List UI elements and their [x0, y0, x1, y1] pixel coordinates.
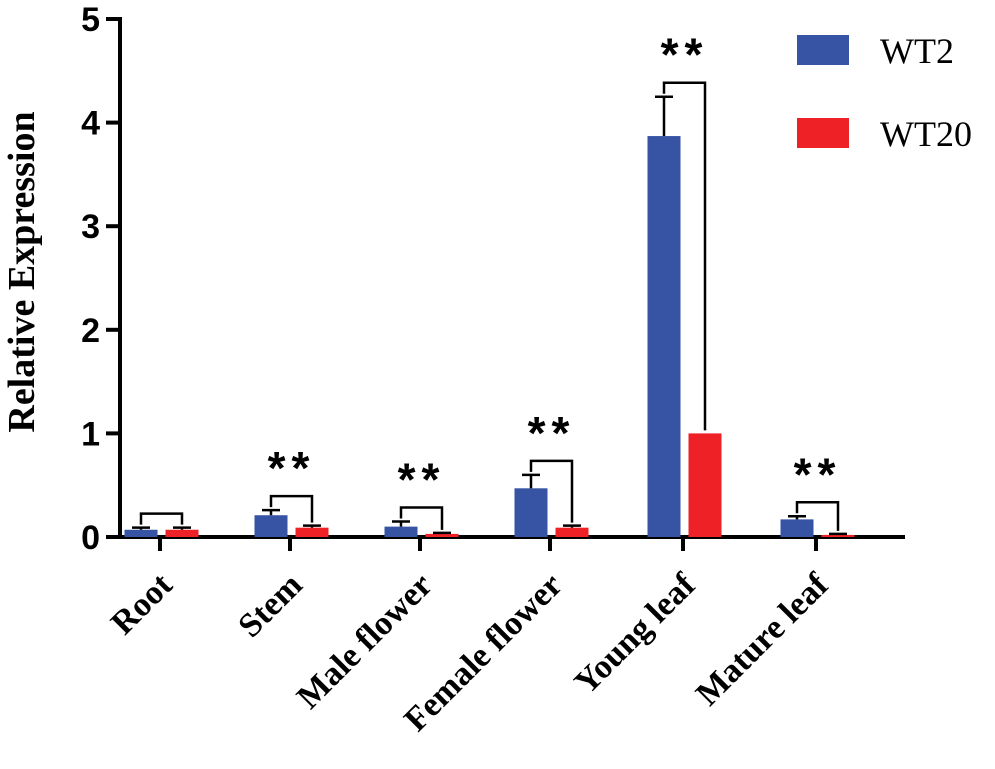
y-tick-label: 1: [81, 415, 100, 453]
bar-wt2-young-leaf: [647, 136, 681, 537]
significance-label: **: [794, 448, 842, 500]
bars: [124, 136, 855, 537]
x-tick-label: Mature leaf: [689, 566, 836, 713]
significance-bracket: [399, 506, 444, 530]
bar-wt2-female-flower: [514, 488, 548, 537]
bar-wt2-male-flower: [384, 526, 418, 537]
legend-label-wt20: WT20: [880, 114, 972, 154]
bar-wt20-young-leaf: [688, 433, 722, 537]
legend-swatch-wt2: [797, 35, 849, 65]
significance-bracket: [529, 459, 574, 523]
significance-bracket: [795, 501, 840, 531]
legend-label-wt2: WT2: [880, 31, 954, 71]
y-axis-label: Relative Expression: [1, 111, 43, 432]
bar-wt2-root: [124, 529, 158, 537]
x-tick-label: Root: [104, 566, 180, 642]
bar-wt20-stem: [295, 527, 329, 537]
bar-wt2-mature-leaf: [780, 519, 814, 537]
significance-brackets: ** ** ** ** **: [139, 29, 842, 531]
bar-wt20-female-flower: [555, 527, 589, 537]
significance-label: **: [398, 453, 446, 505]
error-bars: [132, 95, 847, 536]
y-tick-label: 5: [81, 1, 100, 39]
significance-label: **: [268, 442, 316, 494]
bar-wt2-stem: [254, 515, 288, 537]
significance-label: **: [661, 29, 709, 81]
significance-bracket: [269, 494, 314, 523]
bar-wt20-male-flower: [425, 533, 459, 537]
y-tick-label: 3: [81, 208, 100, 246]
legend-swatch-wt20: [797, 118, 849, 148]
legend: WT2 WT20: [797, 31, 972, 154]
y-axis: 0 1 2 3 4 5: [81, 1, 122, 557]
bar-wt20-root: [165, 529, 199, 537]
significance-label: **: [528, 407, 576, 459]
x-tick-label: Young leaf: [568, 566, 704, 702]
bar-wt20-mature-leaf: [821, 534, 855, 537]
significance-bracket: [139, 512, 184, 525]
significance-bracket: [662, 81, 707, 431]
y-tick-label: 0: [81, 519, 100, 557]
x-tick-label: Stem: [231, 566, 309, 644]
y-tick-label: 4: [81, 105, 100, 143]
y-tick-label: 2: [81, 312, 100, 350]
